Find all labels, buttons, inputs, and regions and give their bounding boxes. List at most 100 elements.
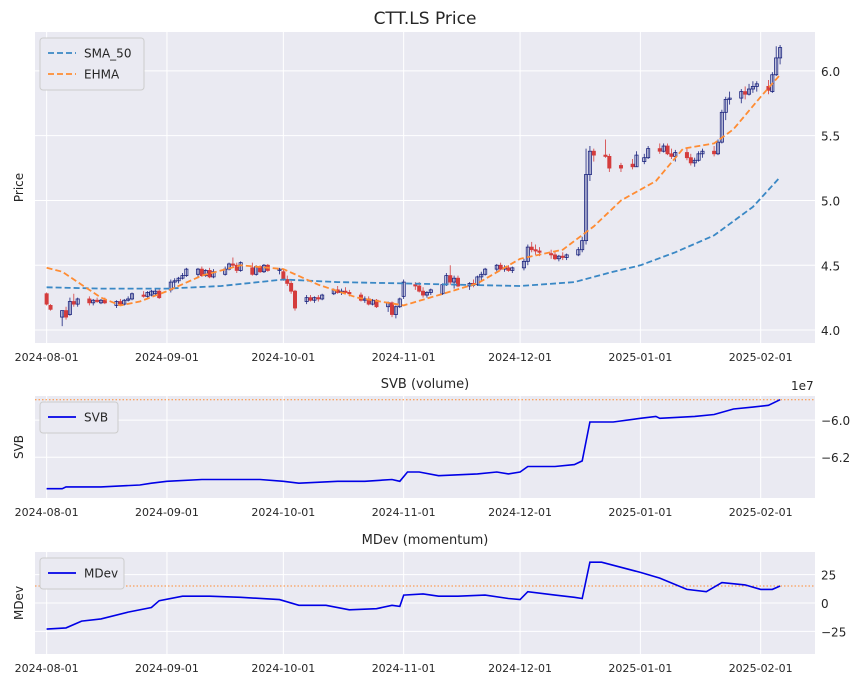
candle-body [692,159,697,164]
legend-box [39,37,145,91]
chart-title: SVB (volume) [381,377,470,392]
candle-body [312,297,317,301]
candle-body [475,276,480,286]
candle-body [452,277,457,283]
candle-body [564,254,569,258]
candle-body [719,111,724,143]
candle-body [397,298,402,308]
candle-body [308,297,313,301]
candle-body [130,293,135,300]
candle-body [537,250,542,253]
candle-body [634,154,639,168]
candle-body [529,246,534,251]
legend: SMA_50 EHMA [39,37,145,91]
candle-body [234,264,239,271]
x-tick-label: 2025-01-01 [608,662,672,675]
candle-body [533,249,538,252]
candle-body [261,264,266,273]
panel-0: 2024-08-01 2024-09-01 2024-10-01 2024-11-01… [12,9,840,364]
legend-label: SVB [84,411,108,425]
candle-body [688,157,693,164]
candle-body [75,298,80,305]
x-tick-label: 2024-08-01 [15,351,79,364]
x-tick-label: 2025-02-01 [729,351,793,364]
candle-body [506,267,511,271]
candle-body [549,253,554,256]
candle-body [646,148,651,159]
candle-body [521,260,526,269]
panel-2: 2024-08-01 2024-09-01 2024-10-01 2024-11-01… [12,533,846,675]
candle-body [118,301,123,305]
y-tick-label: 25 [821,569,836,583]
candle-body [424,292,429,296]
x-tick-label: 2024-11-01 [372,351,436,364]
y-tick-label: 0 [821,597,829,611]
candle-body [149,290,154,296]
candle-body [304,297,309,302]
y-tick-label: −25 [821,625,846,639]
candle-body [700,150,705,155]
candle-body [498,264,503,270]
y-tick-label: 6.0 [821,65,840,79]
y-tick-label: 5.0 [821,194,840,208]
x-tick-label: 2025-01-01 [608,351,672,364]
x-tick-label: 2024-12-01 [488,662,552,675]
legend-label: SMA_50 [84,47,131,61]
candle-body [277,268,282,271]
candle-body [591,150,596,156]
x-tick-label: 2024-11-01 [372,506,436,519]
candle-body [774,57,779,76]
candle-body [145,292,150,297]
y-offset-label: 1e7 [791,379,814,393]
series-line-ehma [46,74,781,307]
candle-body [556,255,561,260]
candle-body [642,157,647,162]
y-tick-label: −6.2 [821,451,850,465]
candle-body [91,299,96,304]
plot-area [44,44,783,327]
x-tick-label: 2024-08-01 [15,662,79,675]
candle-body [153,290,158,295]
candle-body [417,285,422,292]
candle-body [448,275,453,283]
candle-body [390,302,395,315]
candle-body [483,268,488,275]
candle-body [71,301,76,305]
candle-body [669,153,674,157]
candle-body [199,268,204,277]
candle-body [98,299,103,304]
candle-body [630,163,635,168]
plot-area [35,561,815,630]
legend-box [39,557,125,590]
candle-body [455,277,460,287]
legend-label: EHMA [84,68,120,82]
candle-body [250,267,255,275]
candle-body [428,289,433,293]
x-tick-label: 2024-11-01 [372,662,436,675]
plot-background [35,32,815,343]
candle-body [607,155,612,169]
legend-box [39,401,119,434]
x-tick-label: 2024-12-01 [488,506,552,519]
y-tick-label: −6.0 [821,414,850,428]
candle-body [285,279,290,284]
candle-body [316,297,321,300]
candle-body [184,268,189,277]
candle-body [743,91,748,95]
candle-body [576,249,581,256]
candle-body [723,98,728,113]
x-tick-label: 2025-01-01 [608,506,672,519]
candle-body [739,91,744,99]
candle-body [766,86,771,91]
candle-body [157,290,162,299]
legend: SVB [39,401,119,434]
candle-body [510,267,515,271]
y-tick-label: 4.5 [821,259,840,273]
candle-body [347,292,352,295]
candle-body [673,152,678,157]
candle-body [560,255,565,258]
candle-body [87,298,92,304]
candle-body [657,148,662,152]
candle-body [343,290,348,293]
candle-body [122,299,127,305]
